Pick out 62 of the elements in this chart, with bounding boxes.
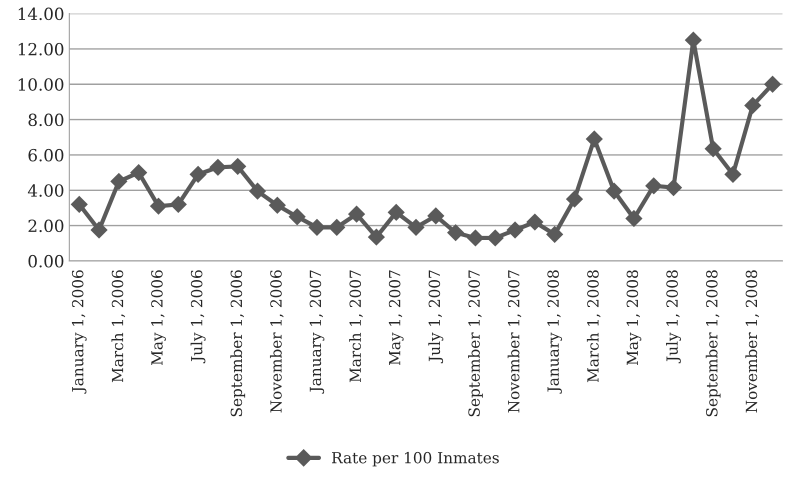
point bbox=[447, 224, 464, 242]
point bbox=[288, 208, 306, 226]
point bbox=[229, 158, 246, 175]
point bbox=[368, 228, 385, 246]
point bbox=[645, 177, 662, 194]
x-tick-label: January 1, 2008 bbox=[547, 270, 562, 394]
point bbox=[606, 182, 622, 200]
point bbox=[388, 204, 405, 221]
y-tick-label: 12.00 bbox=[18, 42, 64, 56]
y-tick-label: 14.00 bbox=[18, 8, 64, 20]
legend-label: Rate per 100 Inmates bbox=[332, 452, 499, 466]
point bbox=[249, 182, 266, 200]
x-tick-label: May 1, 2008 bbox=[626, 270, 642, 366]
y-tick-label: 2.00 bbox=[28, 220, 64, 232]
point bbox=[546, 226, 564, 243]
y-tick-label: 6.00 bbox=[28, 148, 64, 162]
x-tick-label: March 1, 2007 bbox=[349, 270, 363, 382]
point bbox=[150, 198, 167, 215]
point bbox=[724, 166, 742, 183]
point bbox=[764, 76, 781, 93]
point bbox=[506, 222, 524, 238]
point bbox=[566, 190, 583, 208]
y-tick-label: 10.00 bbox=[18, 78, 64, 91]
point bbox=[328, 218, 346, 236]
x-tick-label: November 1, 2007 bbox=[508, 270, 522, 413]
x-tick-label: May 1, 2007 bbox=[388, 270, 404, 366]
point bbox=[308, 218, 326, 236]
point bbox=[744, 97, 762, 114]
point bbox=[626, 210, 642, 227]
x-tick-label: July 1, 2008 bbox=[666, 270, 682, 364]
point bbox=[190, 166, 206, 183]
point bbox=[586, 130, 603, 148]
x-tick-label: July 1, 2006 bbox=[190, 270, 206, 364]
point bbox=[467, 230, 484, 246]
x-tick-label: September 1, 2006 bbox=[230, 270, 246, 416]
x-tick-label: July 1, 2007 bbox=[428, 270, 444, 364]
point bbox=[348, 206, 365, 222]
x-tick-label: March 1, 2006 bbox=[111, 270, 126, 382]
point bbox=[665, 179, 682, 196]
point bbox=[408, 218, 424, 236]
y-tick-label: 4.00 bbox=[28, 184, 64, 197]
point bbox=[170, 196, 187, 213]
point bbox=[70, 196, 88, 213]
point bbox=[704, 140, 722, 158]
point bbox=[90, 222, 108, 238]
point bbox=[486, 230, 504, 246]
point bbox=[130, 164, 148, 181]
point bbox=[427, 208, 444, 224]
y-tick-label: 8.00 bbox=[28, 114, 64, 126]
point bbox=[526, 214, 544, 230]
y-tick-label: 0.00 bbox=[28, 254, 64, 268]
x-tick-label: January 1, 2006 bbox=[72, 270, 87, 394]
x-tick-label: March 1, 2008 bbox=[586, 270, 601, 382]
x-tick-label: September 1, 2007 bbox=[468, 270, 483, 416]
x-tick-label: November 1, 2006 bbox=[270, 270, 284, 413]
point bbox=[110, 173, 128, 190]
x-tick-label: May 1, 2006 bbox=[151, 270, 166, 366]
point bbox=[210, 158, 226, 176]
x-tick-label: November 1, 2008 bbox=[745, 270, 760, 413]
x-tick-label: September 1, 2008 bbox=[706, 270, 721, 416]
point bbox=[268, 196, 286, 214]
x-tick-label: January 1, 2007 bbox=[310, 270, 324, 394]
